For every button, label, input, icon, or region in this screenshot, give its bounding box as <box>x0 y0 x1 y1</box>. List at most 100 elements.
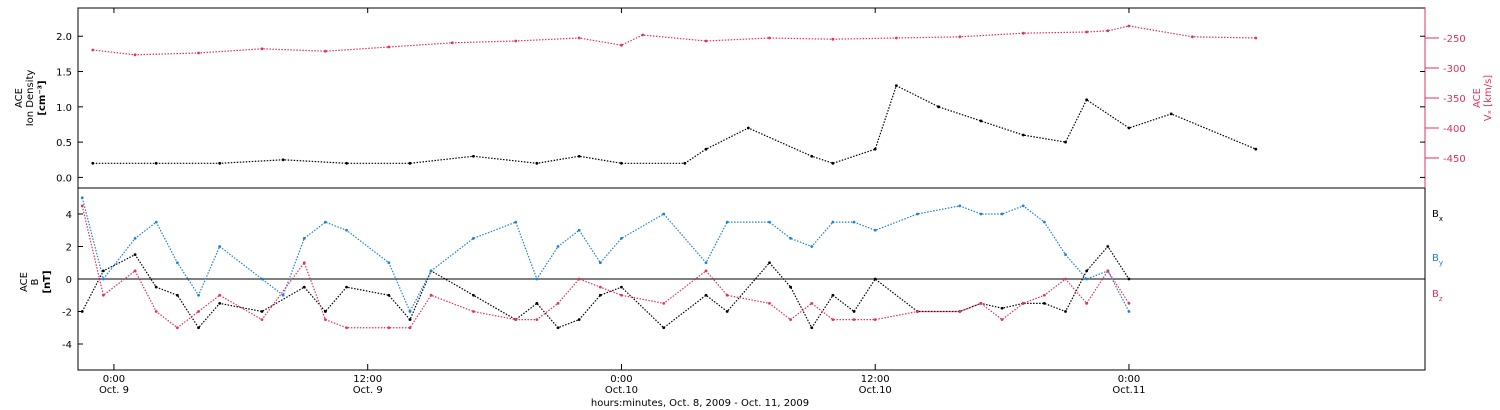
data-point <box>1127 277 1131 281</box>
top-right-axis: -250 -300 -350 -400 -450 <box>1425 34 1466 165</box>
data-point <box>535 161 539 165</box>
data-point <box>577 36 581 40</box>
data-point <box>979 212 983 216</box>
top-right-tick-label: -450 <box>1443 154 1466 165</box>
bottom-series-group <box>80 196 1131 330</box>
bottom-title-line1: ACE <box>19 272 30 292</box>
data-point <box>429 269 433 273</box>
data-point <box>387 326 391 330</box>
data-point <box>725 220 729 224</box>
data-point <box>197 51 200 55</box>
data-point <box>514 318 518 322</box>
data-point <box>1000 212 1004 216</box>
x-tick-time: 12:00 <box>861 374 890 385</box>
data-point <box>1127 126 1131 130</box>
x-tick-date: Oct. 9 <box>99 385 129 396</box>
bottom-left-tick-label: -2 <box>62 308 72 319</box>
data-point <box>852 318 856 322</box>
data-point <box>472 154 475 158</box>
data-point <box>260 310 264 313</box>
data-point <box>1064 310 1067 313</box>
data-point <box>894 84 898 88</box>
data-point <box>746 126 750 130</box>
data-point <box>831 318 835 322</box>
data-point <box>1021 31 1025 35</box>
bottom-title-line2: B <box>30 278 41 285</box>
data-point <box>979 301 983 305</box>
top-right-tick-label: -350 <box>1443 94 1466 105</box>
data-point <box>154 310 158 313</box>
data-point <box>387 45 391 49</box>
data-point <box>598 261 602 265</box>
data-point <box>958 204 962 208</box>
data-point <box>514 39 518 43</box>
x-tick-time: 0:00 <box>103 374 125 385</box>
data-point <box>1085 30 1089 34</box>
data-point <box>768 301 771 305</box>
data-point <box>704 293 708 297</box>
data-point <box>302 285 306 289</box>
data-point <box>387 293 391 297</box>
top-panel-frame <box>77 7 1426 189</box>
data-point <box>281 158 285 162</box>
data-point <box>1169 112 1173 116</box>
data-point <box>1127 310 1131 313</box>
data-point <box>175 326 179 330</box>
data-point <box>1000 318 1004 322</box>
data-point <box>958 35 962 39</box>
series-line <box>81 205 1130 329</box>
data-point <box>1042 220 1046 224</box>
top-left-axis: 0.0 0.5 1.0 1.5 2.0 <box>56 32 1425 184</box>
data-point <box>725 310 729 313</box>
data-point <box>154 220 158 224</box>
data-point <box>408 326 412 330</box>
data-point <box>1021 204 1025 208</box>
top-left-tick-label: 0.0 <box>56 173 72 184</box>
data-point <box>789 318 793 322</box>
x-axis-label: hours:minutes, Oct. 8, 2009 - Oct. 11, 2… <box>591 398 809 409</box>
data-point <box>535 301 539 305</box>
data-point <box>620 285 623 289</box>
x-tick-date: Oct.10 <box>859 385 892 396</box>
bottom-left-tick-label: -4 <box>62 340 72 351</box>
data-point <box>175 261 179 265</box>
data-point <box>704 39 708 43</box>
data-point <box>260 277 264 281</box>
data-point <box>789 236 793 240</box>
data-point <box>535 277 539 281</box>
data-point <box>302 261 306 265</box>
top-left-title-line1: ACE <box>14 88 25 108</box>
top-left-tick-label: 1.0 <box>56 103 72 114</box>
data-point <box>1085 98 1089 102</box>
data-point <box>80 204 84 208</box>
data-point <box>810 326 814 330</box>
data-point <box>1106 245 1110 248</box>
data-point <box>218 293 222 297</box>
data-point <box>450 41 454 45</box>
data-point <box>345 326 348 330</box>
data-point <box>768 36 771 40</box>
top-right-tick-label: -250 <box>1443 34 1466 45</box>
data-point <box>218 245 222 248</box>
data-point <box>281 293 285 297</box>
data-point <box>91 161 95 165</box>
data-point <box>218 301 222 305</box>
bottom-left-axis-title: ACE B [nT] <box>19 270 53 293</box>
series-line <box>81 197 1130 313</box>
data-point <box>345 228 348 232</box>
data-point <box>810 245 814 248</box>
data-point <box>408 310 412 313</box>
data-point <box>133 253 137 257</box>
data-point <box>577 154 581 158</box>
data-point <box>260 318 264 322</box>
data-point <box>873 318 877 322</box>
data-point <box>324 49 327 53</box>
x-tick-time: 12:00 <box>353 374 382 385</box>
top-left-title-line3: [cm⁻³] <box>37 80 48 115</box>
data-point <box>133 53 137 57</box>
data-point <box>873 147 877 151</box>
data-point <box>1042 293 1046 297</box>
data-point <box>345 285 348 289</box>
data-point <box>916 212 919 216</box>
data-point <box>1085 301 1089 305</box>
